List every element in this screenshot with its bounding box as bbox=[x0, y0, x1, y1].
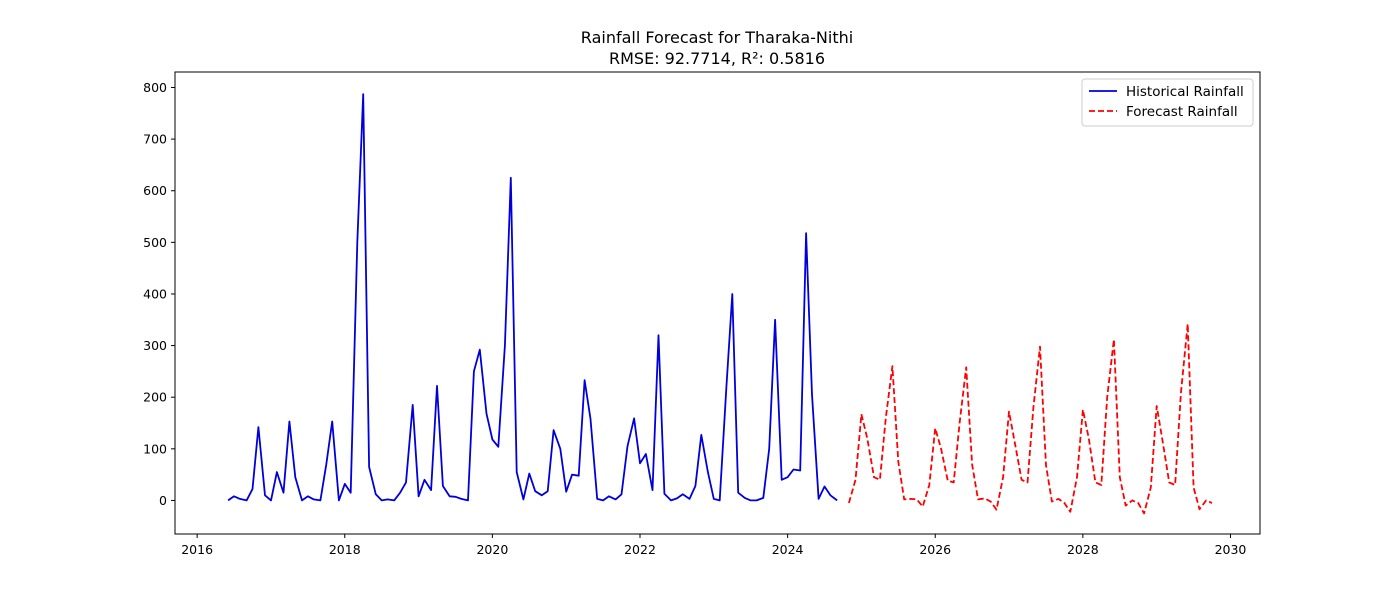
plot-area bbox=[227, 93, 1213, 515]
y-tick-label: 500 bbox=[143, 235, 167, 250]
legend-box bbox=[1081, 78, 1254, 127]
x-tick-label: 2024 bbox=[772, 542, 804, 557]
x-tick-label: 2020 bbox=[476, 542, 508, 557]
y-tick-label: 200 bbox=[143, 390, 167, 405]
x-tick-label: 2016 bbox=[181, 542, 213, 557]
y-tick-label: 600 bbox=[143, 183, 167, 198]
axes: 2016 2018 2020 2022 2024 2026 2028 2030 0 100 200 3… bbox=[143, 80, 1246, 557]
y-tick-label: 400 bbox=[143, 286, 167, 301]
series-0 bbox=[227, 93, 838, 502]
x-tick-label: 2022 bbox=[624, 542, 656, 557]
x-tick-label: 2018 bbox=[329, 542, 361, 557]
y-tick-label: 700 bbox=[143, 132, 167, 147]
legend-label-1: Forecast Rainfall bbox=[1126, 104, 1238, 120]
legend-label-0: Historical Rainfall bbox=[1126, 84, 1244, 100]
x-tick-label: 2026 bbox=[919, 542, 951, 557]
series-line-0 bbox=[227, 93, 838, 502]
x-tick-label: 2030 bbox=[1215, 542, 1247, 557]
chart-subtitle: RMSE: 92.7714, R²: 0.5816 bbox=[609, 49, 825, 68]
series-1 bbox=[848, 322, 1213, 515]
y-tick-label: 800 bbox=[143, 80, 167, 95]
series-line-1 bbox=[848, 322, 1213, 515]
y-tick-label: 100 bbox=[143, 441, 167, 456]
y-tick-label: 300 bbox=[143, 338, 167, 353]
x-tick-label: 2028 bbox=[1067, 542, 1099, 557]
plot-frame bbox=[174, 71, 1261, 535]
legend: Historical Rainfall Forecast Rainfall bbox=[1081, 78, 1254, 127]
chart-title: Rainfall Forecast for Tharaka-Nithi bbox=[581, 28, 853, 47]
y-tick-label: 0 bbox=[159, 493, 167, 508]
